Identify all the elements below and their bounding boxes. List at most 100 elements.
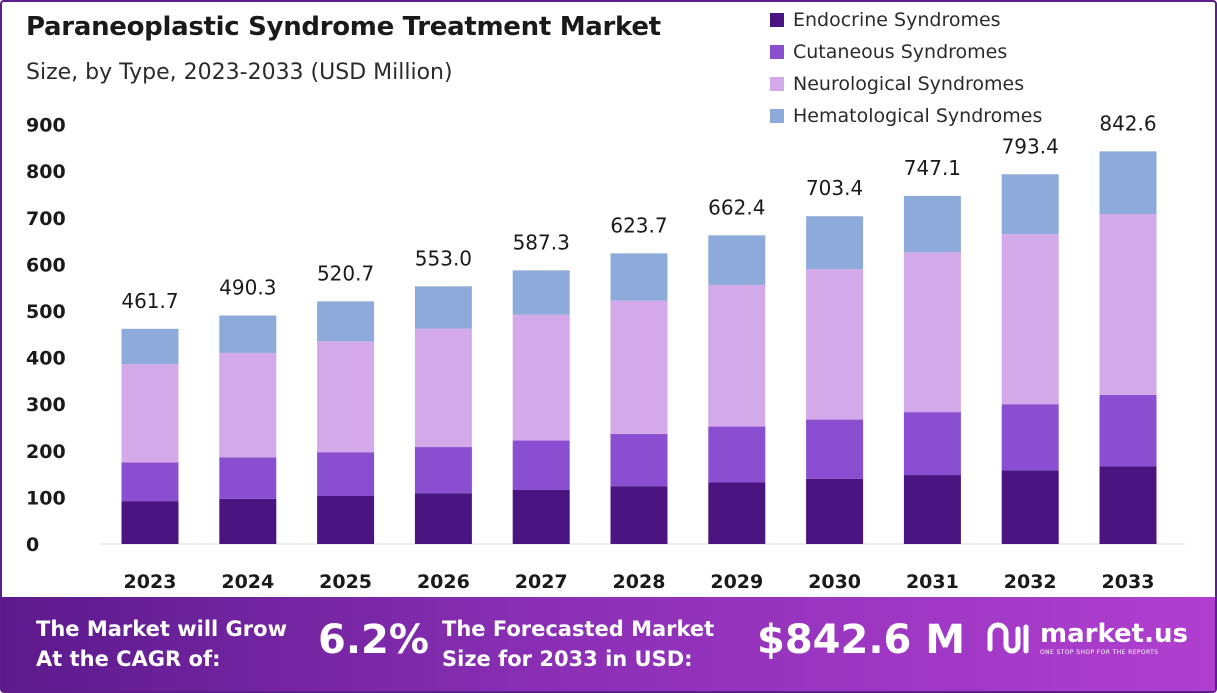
forecast-value: $842.6 M [757, 617, 966, 663]
legend-item-endocrine: Endocrine Syndromes [770, 4, 1042, 36]
bar-total-label: 461.7 [121, 289, 178, 313]
legend: Endocrine Syndromes Cutaneous Syndromes … [770, 4, 1042, 132]
bar-segment-endocrine-2028 [610, 486, 668, 544]
bar-total-label: 793.4 [1002, 134, 1059, 158]
bar-segment-cutaneous-2024 [219, 457, 277, 499]
bar-segment-endocrine-2033 [1099, 466, 1157, 544]
bar-total-label: 520.7 [317, 261, 374, 285]
cagr-label-line1: The Market will Grow [36, 617, 287, 641]
bar-segment-neurological-2024 [219, 352, 277, 458]
forecast-label: The Forecasted Market Size for 2033 in U… [442, 614, 714, 674]
bar-segment-neurological-2031 [903, 252, 961, 413]
y-tick-label: 800 [26, 161, 66, 183]
bar-segment-hematological-2028 [610, 253, 668, 301]
bar-total-label: 623.7 [610, 213, 667, 237]
bar-segment-neurological-2030 [806, 269, 864, 420]
bar-segment-endocrine-2025 [317, 496, 375, 544]
x-tick-label: 2023 [124, 571, 177, 593]
bar-segment-endocrine-2024 [219, 498, 277, 544]
bar-total-label: 842.6 [1099, 111, 1156, 135]
bar-segment-endocrine-2026 [414, 493, 472, 544]
stacked-bar-chart: 0 100 200 300 400 500 600 700 800 900 461.7 2023 490… [26, 111, 1185, 593]
chart-title: Paraneoplastic Syndrome Treatment Market [26, 12, 661, 42]
cagr-value: 6.2% [318, 617, 429, 663]
chart-subtitle: Size, by Type, 2023-2033 (USD Million) [26, 60, 453, 85]
bar-total-label: 490.3 [219, 276, 276, 300]
x-tick-label: 2026 [417, 571, 470, 593]
legend-label-neurological: Neurological Syndromes [793, 73, 1025, 95]
bar-segment-hematological-2033 [1099, 151, 1157, 215]
y-tick-label: 700 [26, 208, 66, 230]
legend-swatch-cutaneous [770, 45, 784, 59]
bar-total-label: 747.1 [904, 156, 961, 180]
bar-segment-hematological-2031 [903, 195, 961, 253]
brand-name: market.us [1040, 619, 1188, 649]
bar-segment-hematological-2032 [1001, 174, 1059, 235]
legend-item-hematological: Hematological Syndromes [770, 100, 1042, 132]
bar-segment-endocrine-2027 [512, 489, 570, 544]
bar-segment-neurological-2033 [1099, 214, 1157, 395]
legend-item-cutaneous: Cutaneous Syndromes [770, 36, 1042, 68]
bar-segment-hematological-2025 [317, 301, 375, 342]
legend-label-cutaneous: Cutaneous Syndromes [793, 41, 1008, 63]
bar-segment-endocrine-2029 [708, 482, 766, 544]
cagr-label-line2: At the CAGR of: [36, 647, 221, 671]
bar-segment-endocrine-2030 [806, 478, 864, 544]
bar-segment-endocrine-2032 [1001, 470, 1059, 544]
bar-segment-hematological-2024 [219, 315, 277, 353]
bar-segment-cutaneous-2030 [806, 419, 864, 479]
x-tick-label: 2029 [710, 571, 763, 593]
legend-label-endocrine: Endocrine Syndromes [793, 9, 1001, 31]
bar-segment-neurological-2023 [121, 364, 179, 463]
legend-swatch-endocrine [770, 13, 784, 27]
bar-segment-neurological-2025 [317, 341, 375, 453]
bar-segment-neurological-2027 [512, 314, 570, 441]
x-tick-label: 2027 [515, 571, 568, 593]
x-tick-label: 2032 [1004, 571, 1057, 593]
y-tick-label: 500 [26, 301, 66, 323]
bar-segment-cutaneous-2029 [708, 426, 766, 483]
bar-segment-endocrine-2023 [121, 501, 179, 544]
bar-segment-cutaneous-2023 [121, 462, 179, 502]
bar-segment-cutaneous-2032 [1001, 404, 1059, 471]
bar-total-label: 703.4 [806, 176, 863, 200]
brand-tagline: ONE STOP SHOP FOR THE REPORTS [1040, 649, 1159, 656]
x-tick-label: 2033 [1102, 571, 1155, 593]
bar-segment-neurological-2029 [708, 284, 766, 427]
bar-segment-cutaneous-2025 [317, 452, 375, 497]
cagr-label: The Market will Grow At the CAGR of: [36, 614, 287, 674]
bar-segment-hematological-2023 [121, 328, 179, 365]
y-tick-label: 200 [26, 441, 66, 463]
y-tick-label: 400 [26, 348, 66, 370]
y-tick-label: 600 [26, 254, 66, 276]
bar-segment-neurological-2028 [610, 300, 668, 435]
y-tick-label: 0 [26, 534, 39, 556]
legend-swatch-hematological [770, 109, 784, 123]
y-tick-label: 300 [26, 394, 66, 416]
x-tick-label: 2030 [808, 571, 861, 593]
bar-total-label: 553.0 [415, 246, 472, 270]
bar-segment-cutaneous-2026 [414, 447, 472, 494]
legend-swatch-neurological [770, 77, 784, 91]
bar-segment-hematological-2029 [708, 235, 766, 285]
bar-segment-cutaneous-2027 [512, 440, 570, 490]
bar-segment-cutaneous-2031 [903, 412, 961, 476]
y-tick-label: 900 [26, 115, 66, 137]
y-tick-label: 100 [26, 487, 66, 509]
bar-total-label: 662.4 [708, 195, 765, 219]
bar-segment-cutaneous-2028 [610, 434, 668, 487]
market-us-logo-icon [987, 622, 1029, 654]
forecast-label-line1: The Forecasted Market [442, 617, 715, 641]
legend-label-hematological: Hematological Syndromes [793, 105, 1043, 127]
bar-segment-hematological-2026 [414, 286, 472, 329]
x-tick-label: 2031 [906, 571, 959, 593]
x-tick-label: 2028 [613, 571, 666, 593]
brand-logo-block[interactable]: market.us ONE STOP SHOP FOR THE REPORTS [984, 619, 1188, 659]
legend-item-neurological: Neurological Syndromes [770, 68, 1042, 100]
bar-segment-neurological-2026 [414, 328, 472, 448]
bar-segment-endocrine-2031 [903, 475, 961, 544]
bar-segment-neurological-2032 [1001, 234, 1059, 405]
x-tick-label: 2025 [319, 571, 372, 593]
bar-segment-cutaneous-2033 [1099, 394, 1157, 467]
